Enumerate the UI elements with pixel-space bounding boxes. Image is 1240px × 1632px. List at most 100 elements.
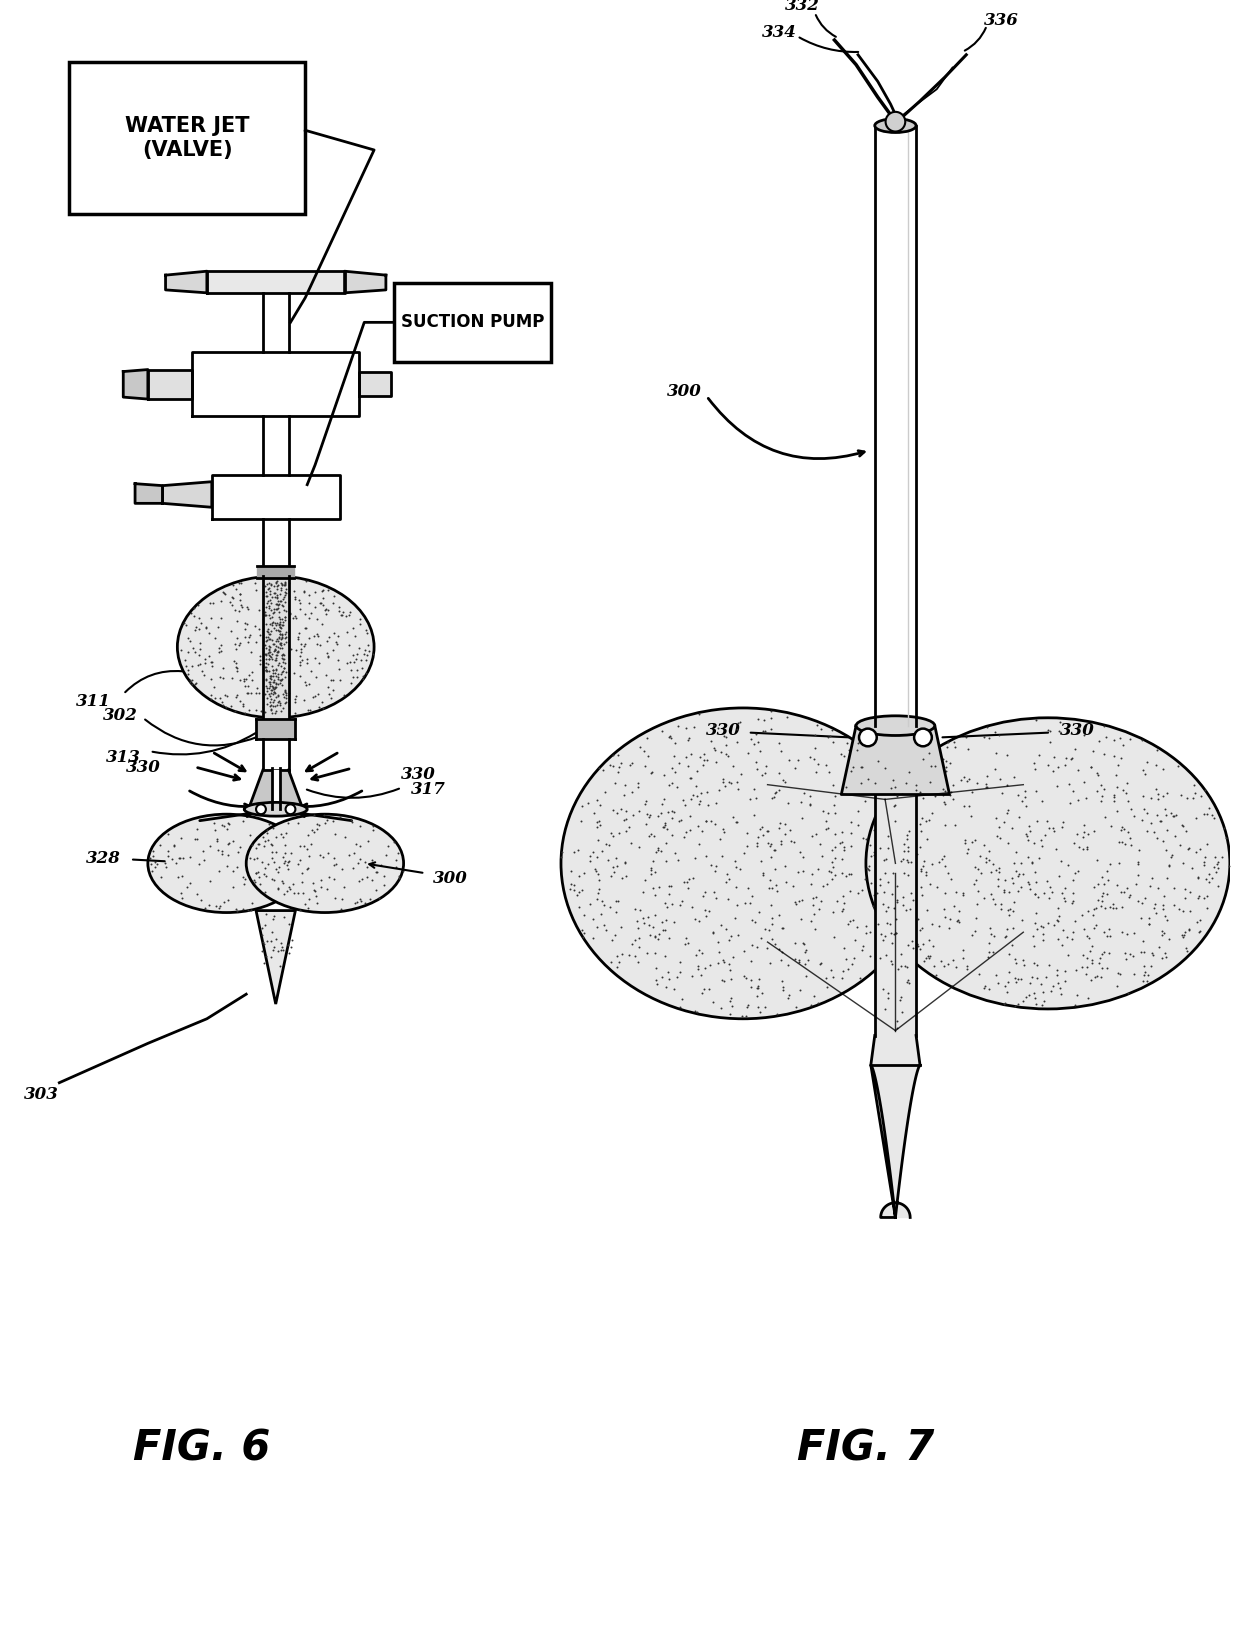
Point (1166, 801, 1185, 827)
Point (317, 840, 337, 867)
Point (653, 917, 673, 943)
Point (1076, 785, 1096, 811)
Point (605, 899, 625, 925)
Point (676, 792, 696, 818)
Point (332, 599, 352, 625)
Point (934, 777, 954, 803)
Point (227, 650, 247, 676)
Point (319, 597, 339, 623)
Point (714, 948, 734, 974)
Point (683, 865, 703, 891)
Point (274, 679, 294, 705)
Point (627, 948, 647, 974)
Point (692, 940, 712, 966)
Point (265, 674, 285, 700)
Point (1159, 925, 1179, 951)
Point (180, 628, 200, 654)
Point (794, 930, 813, 956)
Point (310, 842, 330, 868)
Point (825, 792, 844, 818)
Point (248, 674, 268, 700)
Point (185, 617, 205, 643)
Point (887, 920, 906, 947)
Point (818, 800, 838, 826)
Point (879, 860, 899, 886)
Point (906, 930, 926, 956)
Point (673, 824, 693, 850)
Point (932, 845, 952, 871)
Point (1202, 803, 1221, 829)
Point (1152, 945, 1172, 971)
Point (616, 806, 636, 832)
Point (774, 916, 794, 942)
Point (1187, 909, 1207, 935)
Point (658, 958, 678, 984)
Point (238, 630, 258, 656)
Point (255, 681, 275, 707)
Point (1169, 832, 1189, 858)
Point (681, 741, 701, 767)
Point (657, 816, 677, 842)
Point (267, 839, 286, 865)
Point (1037, 868, 1056, 894)
Point (393, 857, 413, 883)
Point (1116, 780, 1136, 806)
Point (1006, 969, 1025, 996)
Point (347, 641, 367, 667)
Point (875, 898, 895, 924)
Text: FIG. 6: FIG. 6 (133, 1428, 270, 1470)
Point (920, 739, 940, 765)
Point (1011, 850, 1030, 876)
Point (773, 968, 792, 994)
Point (305, 684, 325, 710)
Point (274, 664, 294, 690)
Point (656, 974, 676, 1000)
Point (1052, 849, 1071, 875)
Point (727, 809, 746, 836)
Point (277, 628, 296, 654)
Point (957, 953, 977, 979)
Point (629, 934, 649, 960)
Point (715, 731, 735, 757)
Point (1078, 924, 1097, 950)
Point (672, 888, 692, 914)
Point (711, 912, 730, 938)
Point (949, 898, 968, 924)
Point (182, 653, 202, 679)
Point (272, 653, 291, 679)
Point (647, 971, 667, 997)
Point (315, 597, 335, 623)
Point (363, 641, 383, 667)
Point (707, 854, 727, 880)
Point (262, 672, 281, 698)
Point (715, 774, 735, 800)
Point (670, 808, 689, 834)
Point (270, 692, 290, 718)
Point (584, 800, 604, 826)
Point (861, 919, 880, 945)
Point (184, 594, 203, 620)
Point (720, 1000, 740, 1027)
Point (345, 889, 365, 916)
Point (257, 816, 277, 842)
Point (750, 925, 770, 951)
Point (754, 707, 774, 733)
Point (900, 800, 920, 826)
Point (1058, 942, 1078, 968)
Point (1190, 907, 1210, 934)
Point (615, 850, 635, 876)
Point (620, 752, 640, 778)
Point (265, 656, 285, 682)
Point (588, 880, 608, 906)
Point (1091, 865, 1111, 891)
Point (935, 896, 955, 922)
Point (831, 741, 851, 767)
Point (877, 942, 897, 968)
Point (190, 641, 210, 667)
Point (208, 837, 228, 863)
Point (298, 836, 317, 862)
Point (645, 881, 665, 907)
Polygon shape (841, 726, 950, 795)
Point (257, 617, 277, 643)
Point (1176, 876, 1195, 902)
